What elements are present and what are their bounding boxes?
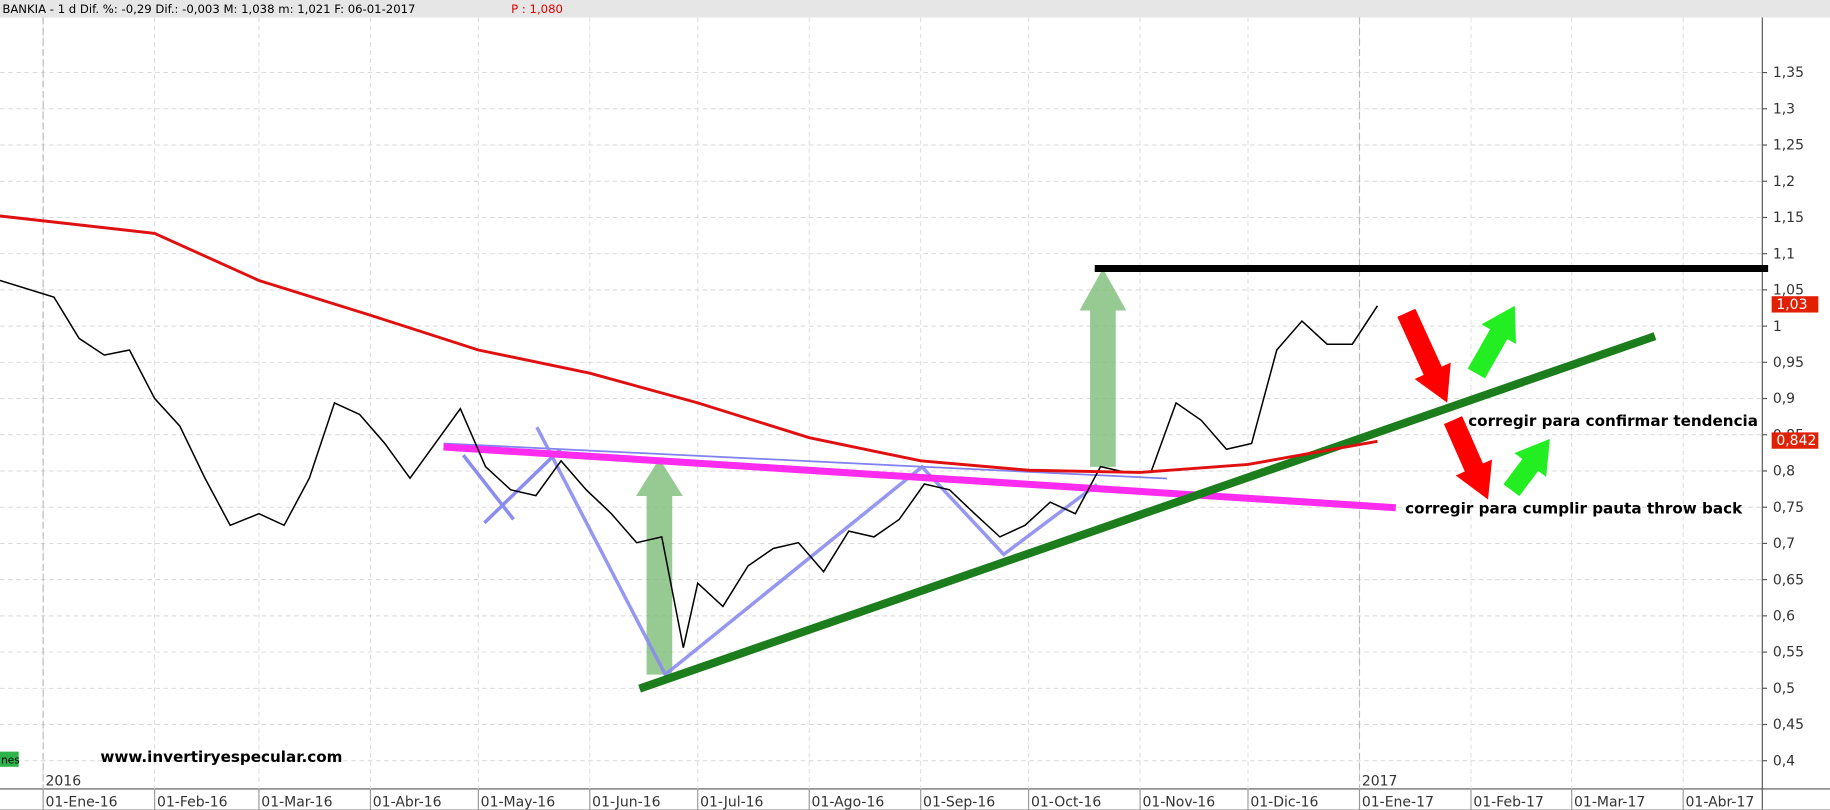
chart-subtitle: P : 1,080 xyxy=(511,2,563,16)
legend-chip xyxy=(0,751,19,767)
x-tick-label: 01-Jun-16 xyxy=(592,794,660,810)
x-tick-label: 01-Jul-16 xyxy=(700,794,763,810)
x-tick-label: 01-Sep-16 xyxy=(923,794,995,810)
y-tick-label: 0,4 xyxy=(1773,753,1795,769)
chart-title: BANKIA - 1 d Dif. %: -0,29 Dif.: -0,003 … xyxy=(2,2,415,16)
trend-line xyxy=(535,426,1099,678)
y-tick-label: 1,1 xyxy=(1773,246,1795,262)
last-value-label: 0,842 xyxy=(1776,433,1816,449)
target-arrow xyxy=(636,458,683,675)
y-tick-label: 1,2 xyxy=(1773,174,1795,190)
y-tick-label: 1 xyxy=(1773,319,1782,335)
last-value-box xyxy=(1771,432,1819,449)
y-tick-label: 0,8 xyxy=(1773,464,1795,480)
y-tick-label: 1,3 xyxy=(1773,101,1795,117)
y-tick-label: 0,45 xyxy=(1773,717,1804,733)
down-arrow xyxy=(1443,416,1493,500)
moving-average xyxy=(0,214,1378,474)
x-tick-label: 01-Ene-17 xyxy=(1362,794,1434,810)
support-line xyxy=(638,332,1657,693)
year-label: 2017 xyxy=(1362,773,1398,789)
x-tick-label: 01-Feb-17 xyxy=(1473,794,1544,810)
year-label: 2016 xyxy=(45,773,81,789)
x-tick-label: 01-Abr-16 xyxy=(373,794,442,810)
x-tick-label: 01-Feb-16 xyxy=(157,794,228,810)
y-tick-label: 0,95 xyxy=(1773,355,1804,371)
last-value-label: 1,03 xyxy=(1776,297,1807,313)
y-tick-label: 0,5 xyxy=(1773,681,1795,697)
trend-line xyxy=(443,442,1168,480)
trend-line xyxy=(483,448,562,525)
x-tick-label: 01-Ago-16 xyxy=(812,794,885,810)
y-tick-label: 1,05 xyxy=(1773,283,1804,299)
x-tick-label: 01-Abr-17 xyxy=(1686,794,1755,810)
y-tick-label: 0,7 xyxy=(1773,536,1795,552)
y-tick-label: 1,15 xyxy=(1773,210,1804,226)
y-tick-label: 0,65 xyxy=(1773,572,1804,588)
x-tick-label: 01-Oct-16 xyxy=(1031,794,1101,810)
trend-line xyxy=(461,454,515,521)
x-tick-label: 01-Nov-16 xyxy=(1142,794,1215,810)
x-tick-label: 01-Ene-16 xyxy=(45,794,117,810)
header-bar xyxy=(0,0,1830,18)
legend-fragment: nes xyxy=(1,754,20,766)
target-arrow xyxy=(1079,268,1127,467)
y-tick-label: 0,75 xyxy=(1773,500,1804,516)
up-arrow xyxy=(1503,438,1550,497)
annotation: corregir para confirmar tendencia xyxy=(1468,412,1758,430)
x-tick-label: 01-May-16 xyxy=(481,794,556,810)
y-tick-label: 0,6 xyxy=(1773,609,1795,625)
neckline xyxy=(443,443,1397,512)
y-tick-label: 0,9 xyxy=(1773,391,1795,407)
up-arrow xyxy=(1467,305,1516,379)
down-arrow xyxy=(1397,308,1451,403)
y-tick-label: 1,35 xyxy=(1773,65,1804,81)
y-tick-label: 0,55 xyxy=(1773,645,1804,661)
annotation: www.invertiryespecular.com xyxy=(100,748,342,766)
x-tick-label: 01-Mar-16 xyxy=(261,794,332,810)
last-value-box xyxy=(1771,296,1819,313)
y-tick-label: 1,25 xyxy=(1773,138,1804,154)
annotation: corregir para cumplir pauta throw back xyxy=(1405,500,1743,518)
x-tick-label: 01-Mar-17 xyxy=(1574,794,1645,810)
x-tick-label: 01-Dic-16 xyxy=(1250,794,1318,810)
